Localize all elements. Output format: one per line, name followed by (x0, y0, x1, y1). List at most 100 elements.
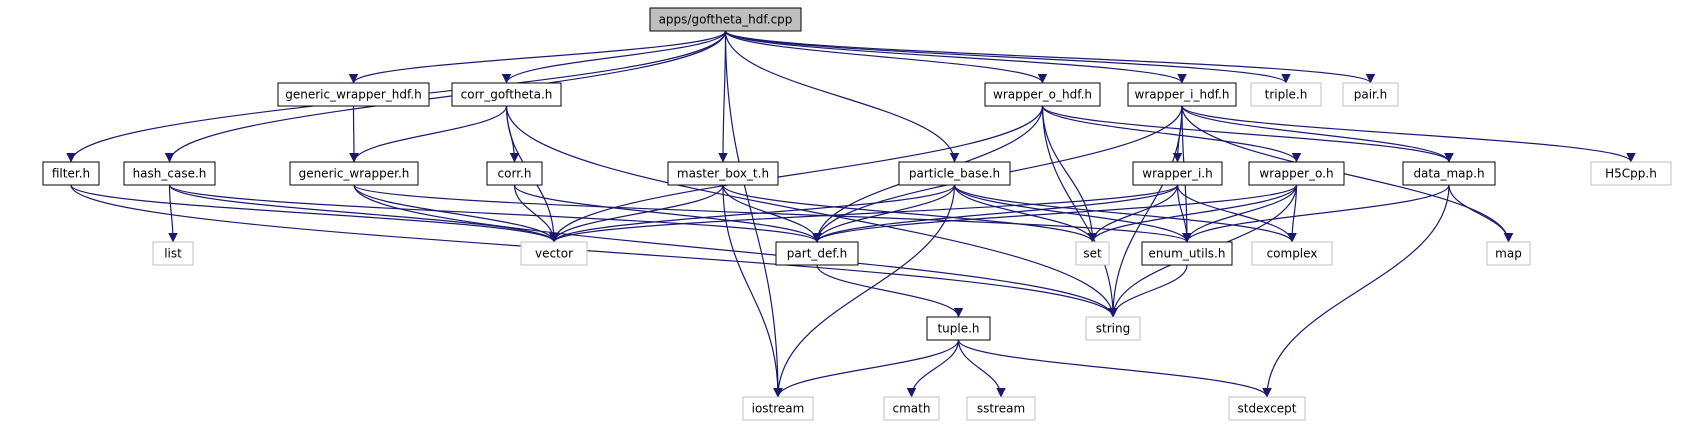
edge-particle_base-to-complex (953, 184, 1297, 243)
edge-master_box_t-to-vector (549, 184, 724, 243)
edge-master_box_t-to-set (722, 184, 1098, 243)
node-box (898, 161, 1011, 186)
node-label: map (1495, 247, 1522, 261)
edge-root-to-wrapper_o_hdf (724, 30, 1048, 84)
edge-particle_base-to-part_def (812, 184, 956, 243)
edge-tuple-to-stdexcept (957, 339, 1272, 398)
edge-root-to-hash_case (164, 30, 727, 163)
node-list: list (152, 241, 194, 266)
node-wrapper-o[interactable]: wrapper_o.h (1248, 161, 1345, 186)
node-generic-wrapper[interactable]: generic_wrapper.h (289, 161, 419, 186)
node-box (984, 82, 1101, 107)
node-wrapper-i[interactable]: wrapper_i.h (1132, 161, 1223, 186)
edge-root-to-generic_wrapper_hdf (348, 30, 727, 84)
edge-root-to-pair (724, 30, 1376, 84)
edge-data_map-to-map (1448, 184, 1514, 243)
edge-tuple-to-sstream (957, 339, 1006, 398)
edge-root-to-corr_goftheta (501, 30, 727, 84)
node-box (486, 161, 543, 186)
node-corr-goftheta[interactable]: corr_goftheta.h (451, 82, 562, 107)
edge-wrapper_i_hdf-to-string (1108, 105, 1183, 318)
node-hash-case[interactable]: hash_case.h (123, 161, 216, 186)
node-iostream: iostream (742, 396, 814, 421)
edge-wrapper_i-to-part_def (812, 184, 1179, 243)
node-filter[interactable]: filter.h (42, 161, 100, 186)
edge-root-to-wrapper_i_hdf (724, 30, 1187, 84)
node-label: apps/goftheta_hdf.cpp (659, 13, 793, 27)
node-label: wrapper_o.h (1259, 167, 1333, 181)
node-label: enum_utils.h (1149, 247, 1226, 261)
node-label: master_box_t.h (677, 167, 769, 181)
edge-wrapper_o_hdf-to-set (1041, 105, 1098, 243)
node-triple: triple.h (1250, 82, 1322, 107)
node-box (1141, 241, 1233, 266)
edge-generic_wrapper-to-vector (353, 184, 559, 243)
edge-data_map-to-stdexcept (1262, 184, 1450, 398)
edge-root-to-triple (724, 30, 1291, 84)
node-box (966, 396, 1036, 421)
node-particle-base[interactable]: particle_base.h (898, 161, 1011, 186)
node-box (152, 241, 194, 266)
node-box (277, 82, 430, 107)
node-master-box-t[interactable]: master_box_t.h (667, 161, 779, 186)
node-corr[interactable]: corr.h (486, 161, 543, 186)
node-box (451, 82, 562, 107)
dependency-edges (66, 30, 1636, 398)
edge-wrapper_o-to-part_def (812, 184, 1298, 243)
node-label: wrapper_i_hdf.h (1135, 88, 1230, 102)
node-label: hash_case.h (133, 167, 207, 181)
node-string: string (1085, 316, 1141, 341)
node-set: set (1075, 241, 1110, 266)
edge-root-to-master_box_t (718, 30, 728, 163)
node-enum-utils[interactable]: enum_utils.h (1141, 241, 1233, 266)
node-box (667, 161, 779, 186)
edge-root-to-particle_base (724, 30, 960, 163)
node-label: generic_wrapper.h (299, 167, 410, 181)
node-label: set (1083, 247, 1102, 261)
edge-part_def-to-tuple (816, 264, 964, 318)
edge-wrapper_o_hdf-to-data_map (1041, 105, 1454, 163)
node-box (1075, 241, 1110, 266)
node-wrapper-i-hdf[interactable]: wrapper_i_hdf.h (1127, 82, 1237, 107)
edge-wrapper_i_hdf-to-map (1181, 105, 1514, 243)
node-box (1228, 396, 1306, 421)
edge-corr_goftheta-to-generic_wrapper (349, 105, 508, 163)
node-root[interactable]: apps/goftheta_hdf.cpp (649, 7, 802, 32)
edge-tuple-to-iostream (773, 339, 960, 398)
node-label: triple.h (1265, 88, 1308, 102)
node-complex: complex (1251, 241, 1333, 266)
edge-generic_wrapper_hdf-to-generic_wrapper (349, 105, 359, 163)
node-generic-wrapper-hdf[interactable]: generic_wrapper_hdf.h (277, 82, 430, 107)
node-map: map (1486, 241, 1531, 266)
node-label: string (1096, 322, 1130, 336)
node-label: pair.h (1354, 88, 1388, 102)
edge-data_map-to-enum_utils (1182, 184, 1450, 243)
node-cmath: cmath (883, 396, 940, 421)
edge-particle_base-to-set (953, 184, 1098, 243)
node-label: H5Cpp.h (1605, 167, 1657, 181)
node-box (1132, 161, 1223, 186)
node-label: generic_wrapper_hdf.h (285, 88, 422, 102)
node-box (123, 161, 216, 186)
node-data-map[interactable]: data_map.h (1402, 161, 1496, 186)
node-label: wrapper_i.h (1142, 167, 1212, 181)
edge-master_box_t-to-iostream (722, 184, 783, 398)
node-box (1248, 161, 1345, 186)
node-box (1127, 82, 1237, 107)
node-label: cmath (893, 402, 931, 416)
node-wrapper-o-hdf[interactable]: wrapper_o_hdf.h (984, 82, 1101, 107)
node-label: data_map.h (1413, 167, 1484, 181)
node-part-def[interactable]: part_def.h (775, 241, 859, 266)
node-pair: pair.h (1342, 82, 1399, 107)
node-box (1085, 316, 1141, 341)
node-box (1590, 161, 1672, 186)
edge-particle_base-to-iostream (773, 184, 956, 398)
edge-wrapper_o_hdf-to-string (1041, 105, 1118, 318)
node-tuple[interactable]: tuple.h (926, 316, 991, 341)
node-label: tuple.h (937, 322, 979, 336)
edge-hash_case-to-part_def (168, 184, 822, 243)
node-label: filter.h (52, 167, 90, 181)
node-box (775, 241, 859, 266)
edge-corr_goftheta-to-string (505, 105, 1118, 318)
